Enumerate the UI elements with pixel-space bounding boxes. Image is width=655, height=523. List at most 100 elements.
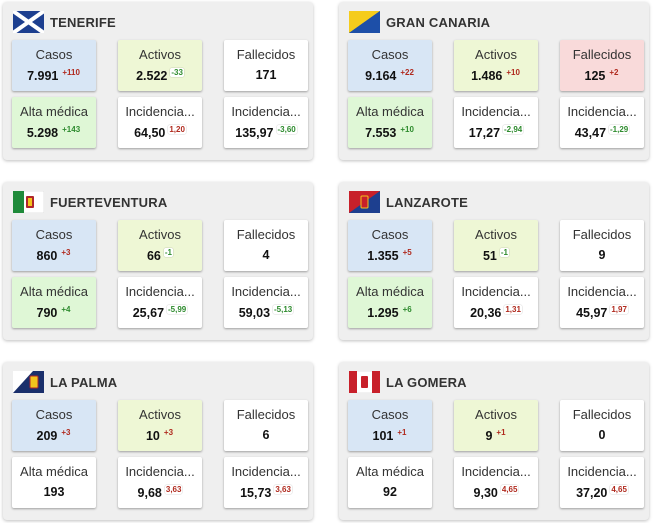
card-value: 9,30 [473, 486, 498, 500]
card-value: 860 [36, 249, 58, 263]
card-label: Alta médica [356, 464, 424, 479]
card-casos: Casos 101 +1 [348, 400, 432, 451]
card-delta: 1,20 [168, 125, 186, 134]
island-panel-tenerife: TENERIFE Casos 7.991 +110 Activos 2.522 -3… [3, 2, 313, 160]
card-delta: +10 [506, 68, 520, 77]
card-delta: +3 [61, 428, 71, 437]
card-label: Alta médica [20, 104, 88, 119]
card-delta: 1,31 [504, 305, 522, 314]
card-label: Incidencia... [461, 284, 531, 299]
card-delta: 3,63 [164, 485, 183, 494]
island-panel-fuerteventura: FUERTEVENTURA Casos 860 +3 Activos 66 -1 F… [3, 182, 313, 340]
card-label: Activos [139, 227, 181, 242]
card-incidencia-1: Incidencia... 64,50 1,20 [118, 97, 202, 148]
card-activos: Activos 66 -1 [118, 220, 202, 271]
card-delta: +3 [163, 428, 174, 437]
card-label: Fallecidos [236, 47, 296, 62]
card-delta: +1 [397, 428, 407, 437]
card-incidencia-2: Incidencia... 43,47 -1,29 [560, 97, 644, 148]
card-value: 1.355 [367, 249, 399, 263]
card-value: 7.553 [365, 126, 397, 140]
card-delta: -3,60 [276, 125, 297, 134]
island-title: LA PALMA [50, 374, 118, 390]
card-casos: Casos 9.164 +22 [348, 40, 432, 91]
card-fallecidos: Fallecidos 125 +2 [560, 40, 644, 91]
card-value: 171 [255, 68, 277, 82]
card-casos: Casos 1.355 +5 [348, 220, 432, 271]
card-label: Casos [35, 227, 73, 242]
card-value: 9.164 [365, 69, 397, 83]
card-label: Fallecidos [572, 407, 632, 422]
card-label: Incidencia... [125, 104, 195, 119]
card-delta: -1 [163, 248, 174, 257]
card-label: Incidencia... [231, 464, 301, 479]
card-label: Fallecidos [572, 47, 632, 62]
card-delta: -5,13 [273, 305, 294, 314]
card-label: Incidencia... [567, 464, 637, 479]
card-delta: +110 [62, 68, 80, 77]
card-alta: Alta médica 790 +4 [12, 277, 96, 328]
la-gomera-flag-icon [349, 371, 380, 393]
card-value: 15,73 [240, 486, 272, 500]
card-label: Casos [371, 47, 409, 62]
island-title: TENERIFE [50, 14, 116, 30]
card-delta: -2,94 [503, 125, 524, 134]
card-label: Incidencia... [231, 284, 301, 299]
card-value: 10 [145, 429, 160, 443]
card-value: 209 [36, 429, 58, 443]
card-fallecidos: Fallecidos 4 [224, 220, 308, 271]
card-delta: +143 [62, 125, 81, 134]
card-incidencia-1: Incidencia... 9,68 3,63 [118, 457, 202, 508]
card-incidencia-2: Incidencia... 135,97 -3,60 [224, 97, 308, 148]
card-label: Alta médica [356, 104, 424, 119]
card-label: Alta médica [20, 464, 88, 479]
card-value: 66 [146, 249, 161, 263]
card-incidencia-1: Incidencia... 25,67 -5,99 [118, 277, 202, 328]
card-label: Activos [139, 407, 181, 422]
card-value: 92 [383, 485, 397, 499]
card-value: 5.298 [26, 126, 59, 140]
card-value: 1.486 [471, 69, 503, 83]
card-delta: +5 [402, 248, 412, 257]
card-delta: +6 [402, 305, 412, 314]
card-value: 1.295 [367, 306, 399, 320]
card-label: Incidencia... [125, 464, 195, 479]
island-panel-la-gomera: LA GOMERA Casos 101 +1 Activos 9 +1 Fallec… [339, 362, 649, 520]
island-panel-lanzarote: LANZAROTE Casos 1.355 +5 Activos 51 -1 Fal… [339, 182, 649, 340]
card-value: 135,97 [235, 126, 274, 140]
card-value: 51 [482, 249, 497, 263]
card-delta: +4 [61, 305, 71, 314]
card-value: 59,03 [238, 306, 271, 320]
card-delta: +1 [496, 428, 506, 437]
gran-canaria-flag-icon [349, 11, 380, 33]
card-delta: 4,65 [500, 485, 519, 494]
card-incidencia-1: Incidencia... 17,27 -2,94 [454, 97, 538, 148]
card-label: Casos [35, 47, 73, 62]
card-delta: +2 [609, 68, 619, 77]
card-value: 790 [36, 306, 58, 320]
card-delta: 4,65 [610, 485, 628, 494]
tenerife-flag-icon [13, 11, 44, 33]
card-fallecidos: Fallecidos 9 [560, 220, 644, 271]
card-value: 9,68 [137, 486, 162, 500]
card-incidencia-2: Incidencia... 45,97 1,97 [560, 277, 644, 328]
panel-header: LANZAROTE [349, 190, 468, 214]
card-label: Alta médica [20, 284, 88, 299]
card-casos: Casos 209 +3 [12, 400, 96, 451]
card-value: 6 [262, 428, 270, 442]
panel-header: FUERTEVENTURA [13, 190, 167, 214]
card-casos: Casos 7.991 +110 [12, 40, 96, 91]
card-value: 9 [485, 429, 493, 443]
card-value: 193 [43, 485, 65, 499]
card-label: Alta médica [356, 284, 424, 299]
island-title: FUERTEVENTURA [50, 194, 168, 210]
card-incidencia-2: Incidencia... 59,03 -5,13 [224, 277, 308, 328]
card-value: 2.522 [136, 69, 168, 83]
card-label: Activos [475, 227, 517, 242]
card-delta: +3 [61, 248, 71, 257]
card-delta: +22 [400, 68, 414, 77]
panel-header: LA GOMERA [349, 370, 467, 394]
card-alta: Alta médica 5.298 +143 [12, 97, 96, 148]
card-activos: Activos 51 -1 [454, 220, 538, 271]
la-palma-flag-icon [13, 371, 44, 393]
